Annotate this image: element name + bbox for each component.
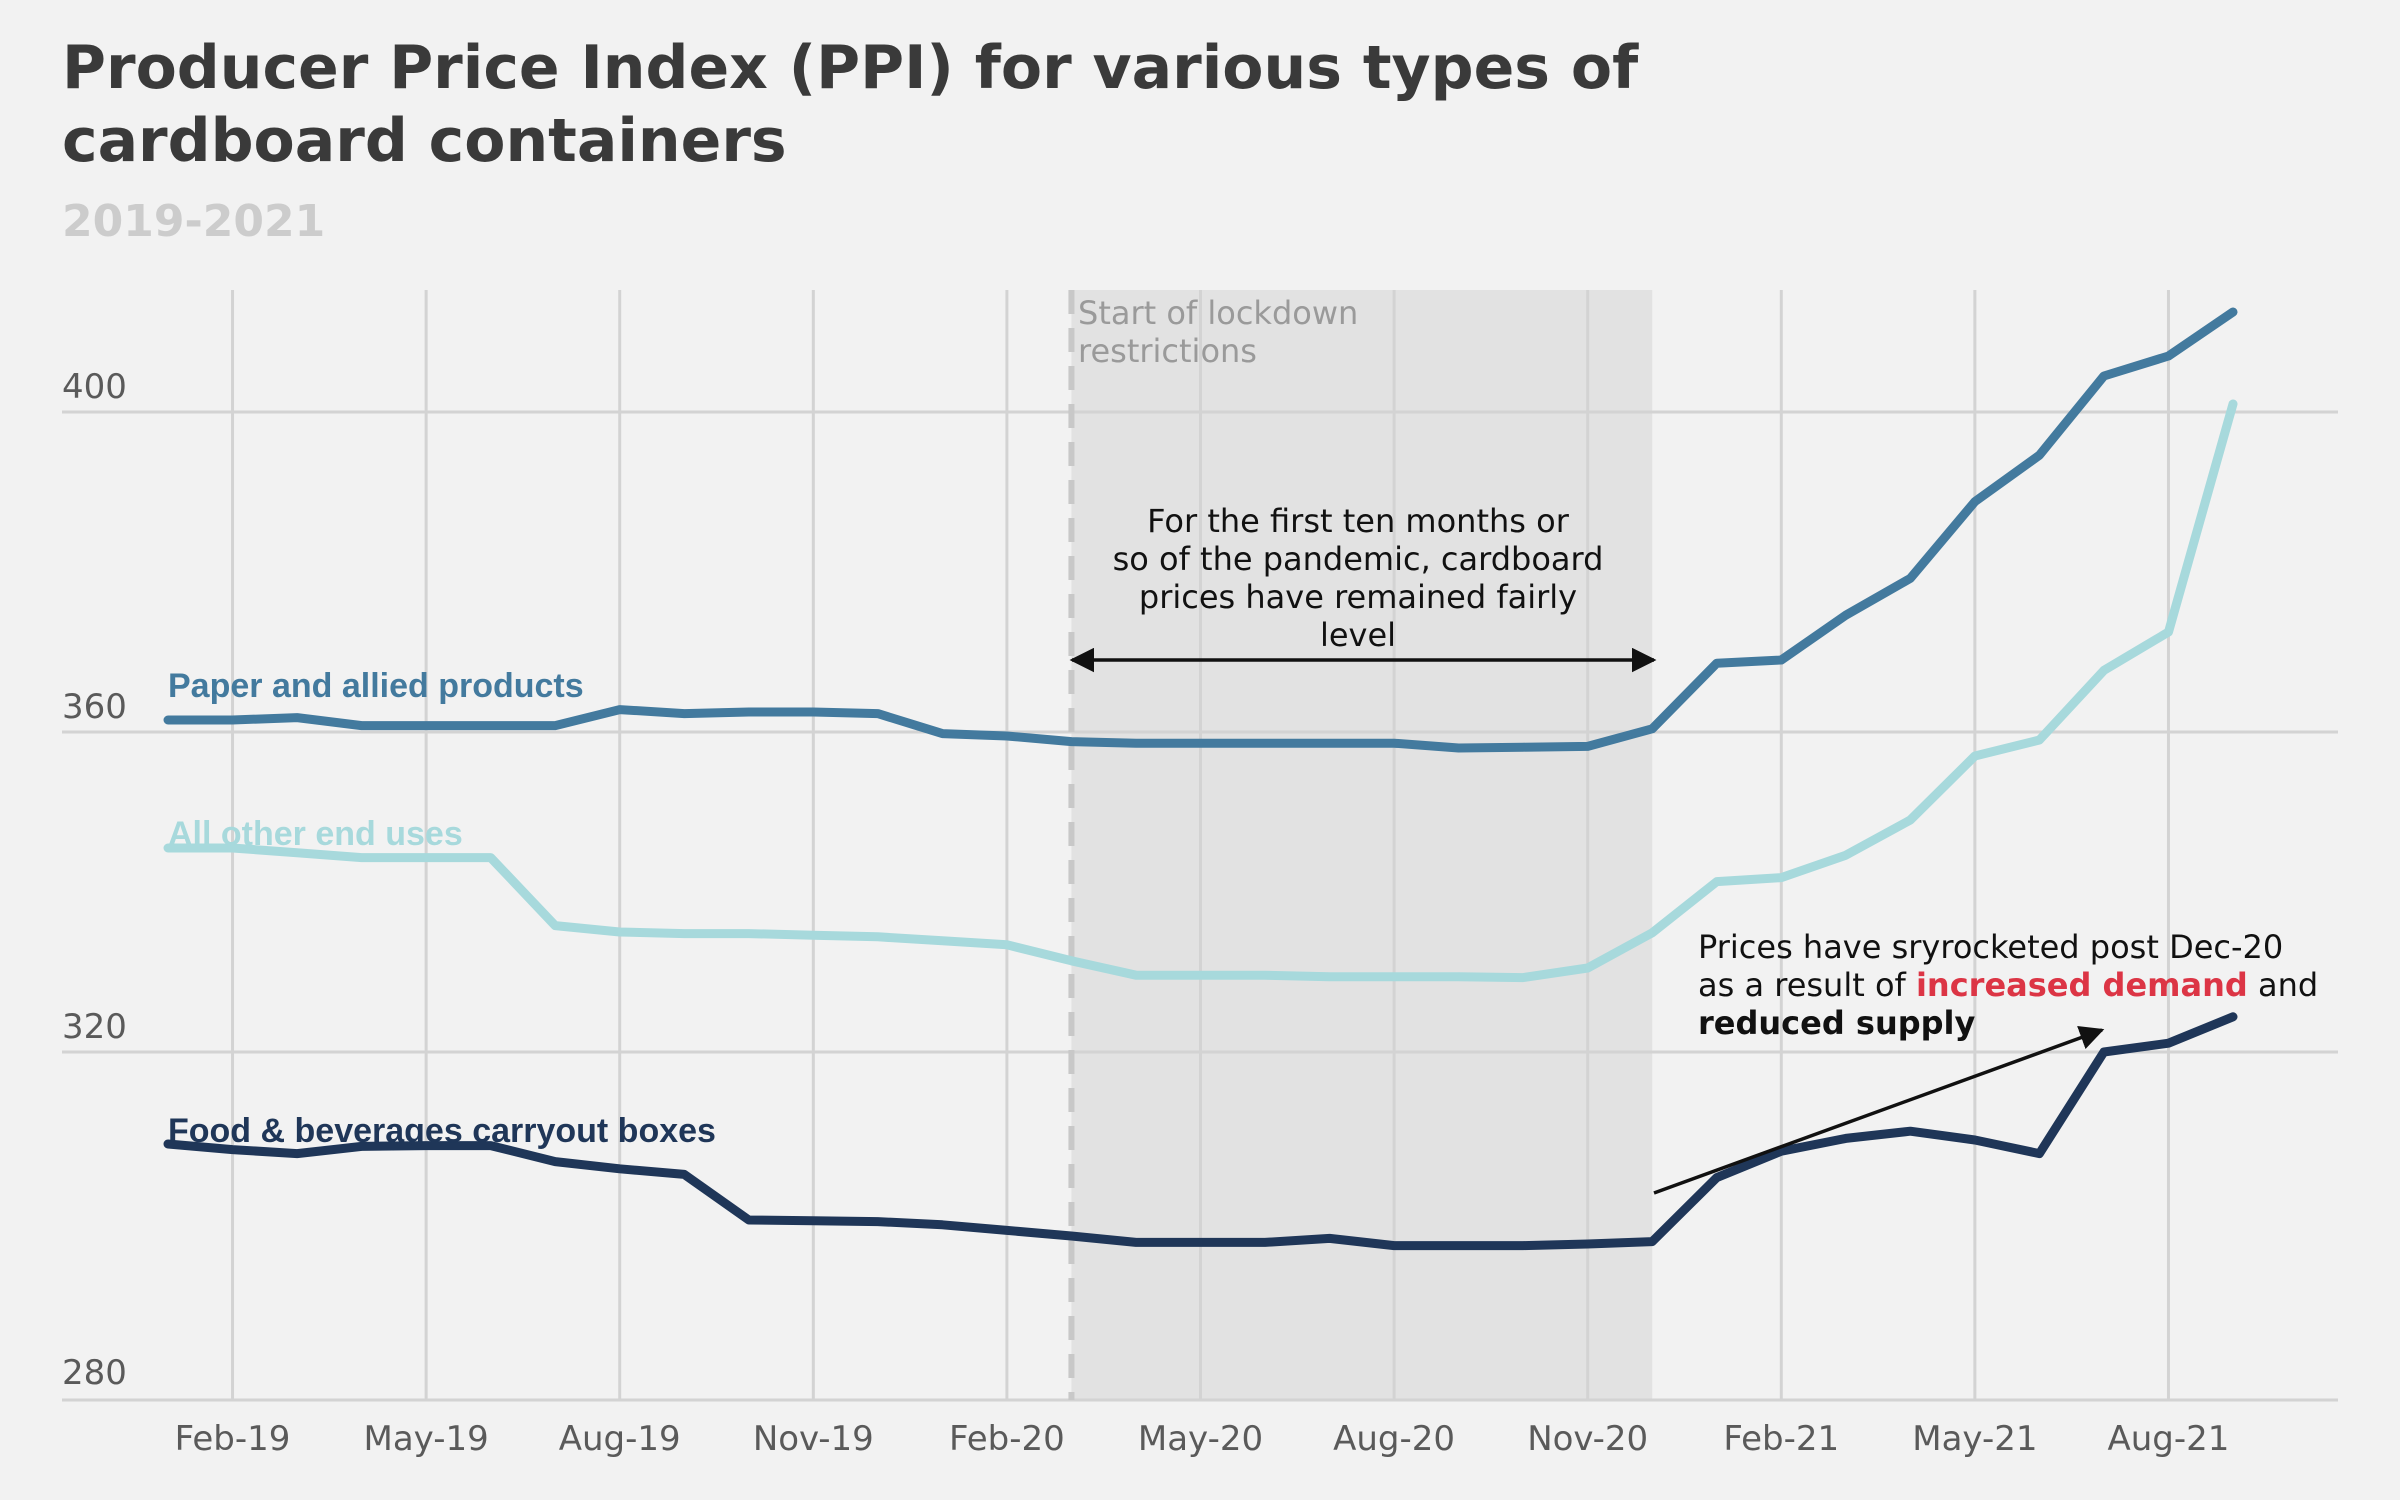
x-tick-label: Aug-20 bbox=[1333, 1419, 1455, 1459]
series-line-food-beverage-boxes bbox=[163, 1012, 2238, 1251]
x-tick-label: Nov-20 bbox=[1527, 1419, 1648, 1459]
y-tick-label: 320 bbox=[62, 1007, 127, 1047]
series-label-food: Food & beverages carryout boxes bbox=[168, 1112, 716, 1150]
series-line-other-end-uses bbox=[163, 399, 2238, 983]
x-tick-label: Nov-19 bbox=[753, 1419, 874, 1459]
series-label-paper: Paper and allied products bbox=[168, 667, 584, 705]
level-note: prices have remained fairly bbox=[1139, 578, 1577, 616]
level-note: level bbox=[1320, 616, 1396, 654]
level-note: For the first ten months or bbox=[1147, 502, 1570, 540]
surge-arrow bbox=[1653, 1026, 2105, 1195]
chart-subtitle: 2019-2021 bbox=[62, 196, 325, 247]
surge-note-supply: reduced supply bbox=[1698, 1004, 1976, 1042]
axis-ticks: Feb-19 May-19 Aug-19 Nov-19 Feb-20 May-20 Aug-… bbox=[62, 367, 2229, 1459]
x-tick-label: May-19 bbox=[364, 1419, 489, 1459]
x-tick-label: Aug-19 bbox=[559, 1419, 681, 1459]
x-tick-label: Aug-21 bbox=[2108, 1419, 2230, 1459]
lockdown-label: restrictions bbox=[1078, 332, 1257, 370]
y-tick-label: 400 bbox=[62, 367, 127, 407]
series-group bbox=[163, 307, 2238, 1251]
chart-title: cardboard containers bbox=[62, 106, 787, 176]
surge-note-text: as a result of bbox=[1698, 966, 1916, 1004]
y-tick-label: 280 bbox=[62, 1353, 127, 1393]
surge-note: Prices have sryrocketed post Dec-20 bbox=[1698, 928, 2283, 966]
x-tick-label: Feb-20 bbox=[949, 1419, 1065, 1459]
lockdown-shaded-region bbox=[1071, 290, 1653, 1400]
y-tick-label: 360 bbox=[62, 687, 127, 727]
x-tick-label: May-20 bbox=[1138, 1419, 1263, 1459]
lockdown-label: Start of lockdown bbox=[1078, 294, 1358, 332]
chart-title: Producer Price Index (PPI) for various t… bbox=[62, 33, 1639, 103]
surge-note: as a result of increased demand and bbox=[1698, 966, 2318, 1004]
x-tick-label: Feb-19 bbox=[175, 1419, 291, 1459]
grid-lines bbox=[62, 290, 2338, 1402]
surge-note-demand: increased demand bbox=[1916, 966, 2248, 1004]
series-line-paper-allied bbox=[163, 307, 2238, 753]
surge-note-text: and bbox=[2248, 966, 2318, 1004]
level-note: so of the pandemic, cardboard bbox=[1113, 540, 1604, 578]
x-tick-label: May-21 bbox=[1912, 1419, 2037, 1459]
series-label-other: All other end uses bbox=[168, 815, 463, 853]
x-tick-label: Feb-21 bbox=[1723, 1419, 1839, 1459]
